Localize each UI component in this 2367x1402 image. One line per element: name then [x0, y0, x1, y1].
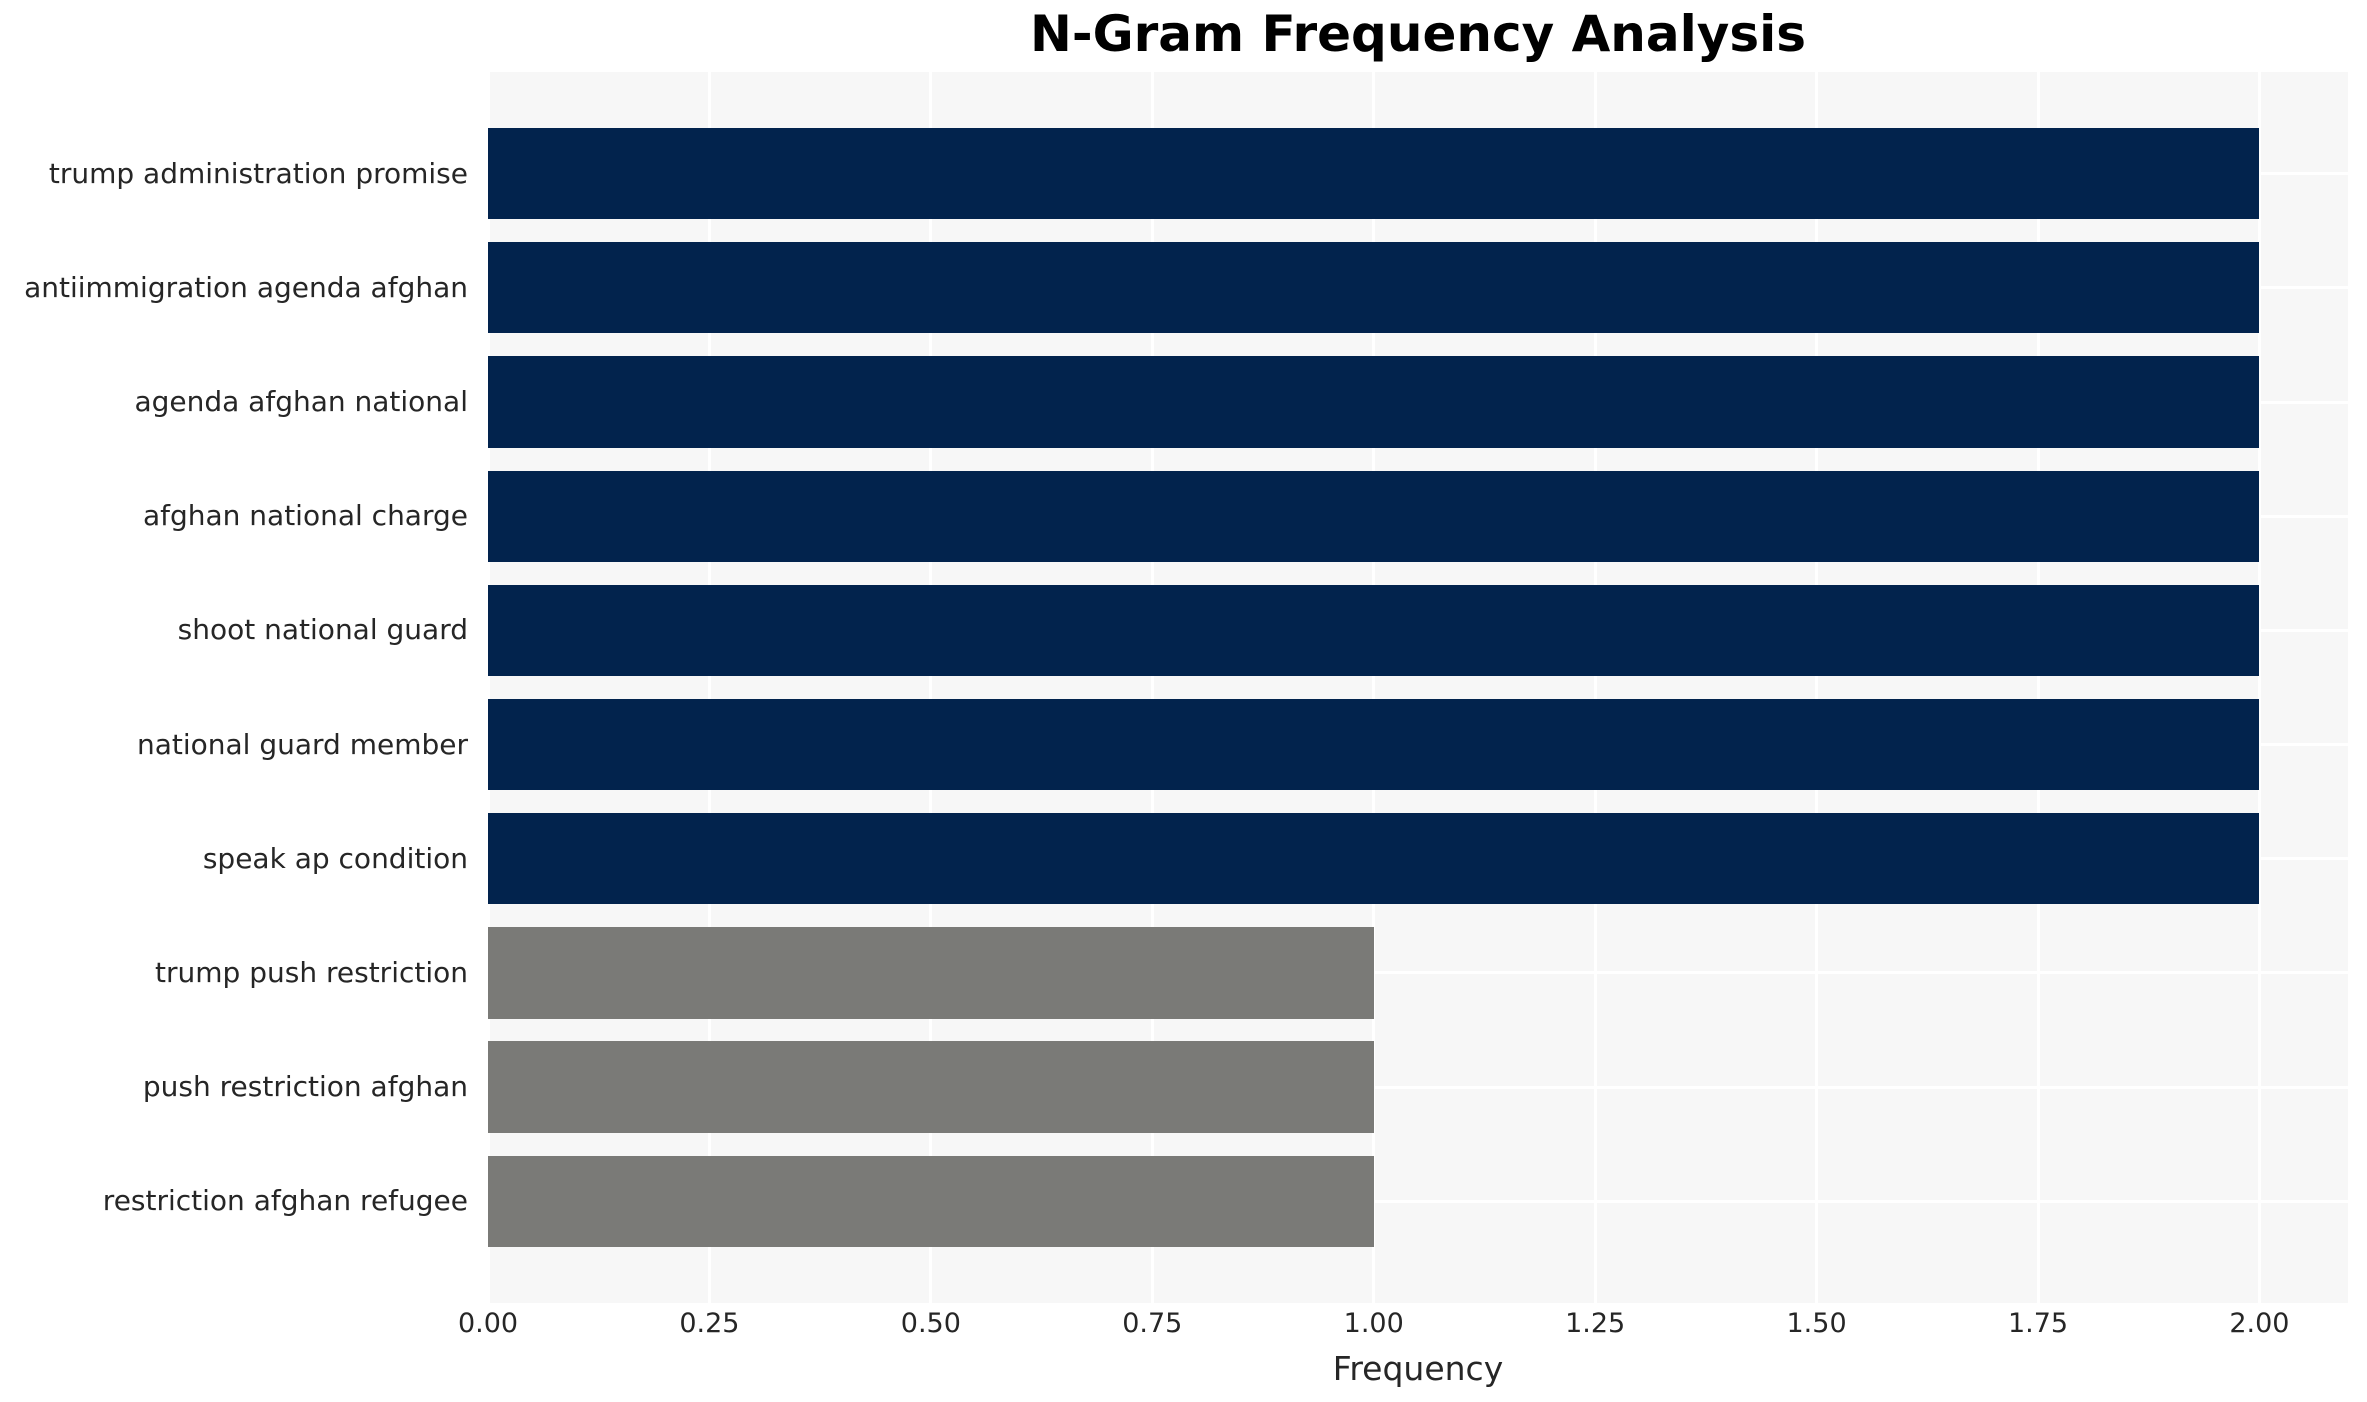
y-gridline: [488, 1199, 2348, 1203]
x-tick-label: 0.50: [900, 1308, 961, 1339]
frequency-bar: [488, 470, 2260, 562]
x-tick-label: 0.25: [679, 1308, 740, 1339]
category-label: afghan national charge: [142, 499, 468, 533]
frequency-bar: [488, 927, 1374, 1019]
frequency-bar: [488, 813, 2260, 905]
frequency-bar: [488, 584, 2260, 677]
plot-area: [488, 72, 2348, 1303]
y-gridline: [488, 1085, 2348, 1089]
x-gridline: [1372, 72, 1376, 1303]
x-gridline: [1815, 72, 1819, 1303]
frequency-bar: [488, 1041, 1374, 1133]
frequency-bar: [488, 242, 2260, 334]
category-label: shoot national guard: [177, 613, 468, 647]
category-label: speak ap condition: [202, 841, 468, 875]
category-label: antiimmigration agenda afghan: [24, 270, 468, 304]
category-label: trump push restriction: [155, 955, 468, 989]
x-gridline: [2257, 72, 2261, 1303]
category-label: push restriction afghan: [142, 1070, 468, 1104]
x-gridline: [2036, 72, 2040, 1303]
frequency-bar: [488, 698, 2260, 791]
category-label: trump administration promise: [48, 156, 468, 190]
x-tick-label: 1.00: [1343, 1308, 1404, 1339]
x-tick-label: 2.00: [2229, 1308, 2290, 1339]
chart-title: N-Gram Frequency Analysis: [1029, 5, 1807, 63]
x-gridline: [1150, 72, 1154, 1303]
x-gridline: [1593, 72, 1597, 1303]
x-tick-label: 1.50: [1786, 1308, 1847, 1339]
x-tick-label: 0.00: [457, 1308, 519, 1339]
frequency-bar: [488, 356, 2260, 448]
x-gridline: [929, 72, 933, 1303]
category-label: agenda afghan national: [134, 385, 468, 419]
x-gridline: [707, 72, 711, 1303]
y-gridline: [488, 971, 2348, 975]
frequency-bar: [488, 1155, 1374, 1248]
x-tick-label: 0.75: [1122, 1308, 1183, 1339]
x-tick-label: 1.75: [2007, 1308, 2069, 1339]
x-tick-label: 1.25: [1565, 1308, 1626, 1339]
category-label: national guard member: [136, 727, 468, 761]
category-label: restriction afghan refugee: [102, 1184, 468, 1218]
x-axis-label: Frequency: [1332, 1349, 1504, 1388]
frequency-bar: [488, 127, 2260, 220]
x-gridline: [488, 72, 490, 1303]
